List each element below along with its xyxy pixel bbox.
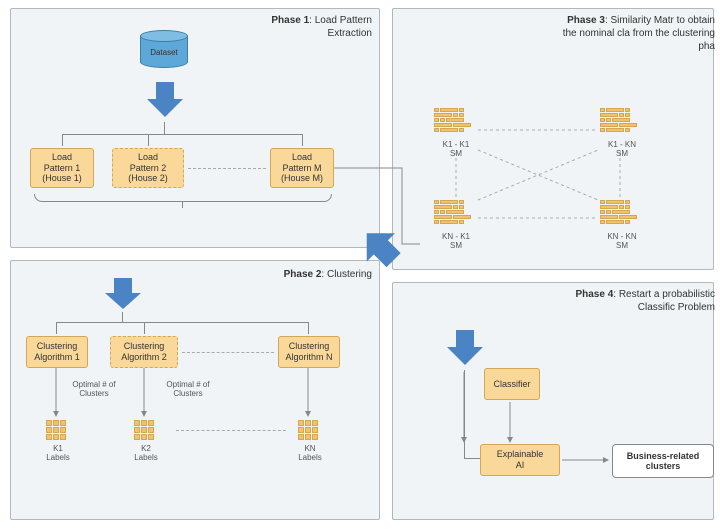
sm-N1 [434, 200, 471, 225]
load-pattern-M: Load Pattern M (House M) [270, 148, 334, 188]
business-clusters: Business-related clusters [612, 444, 714, 478]
phase-4-box [392, 282, 714, 520]
p1-d1 [62, 134, 63, 146]
p1-hbar [62, 134, 302, 135]
phase-4-label: Phase 4: Restart a probabilistic Classif… [570, 288, 715, 314]
p1-d2 [148, 134, 149, 146]
sm-NN-label: KN - KN SM [596, 232, 648, 250]
phase-3-label: Phase 3: Similarity Matr to obtain the n… [560, 14, 715, 53]
k1-grid [46, 420, 66, 440]
sm-1N [600, 108, 637, 133]
p4-to-xai [464, 458, 480, 459]
kN-grid [298, 420, 318, 440]
sm-N1-label: KN - K1 SM [430, 232, 482, 250]
lp-bracket-tail [182, 202, 183, 208]
sm-1N-label: K1 - KN SM [596, 140, 648, 158]
opt-label-1: Optimal # of Clusters [64, 380, 124, 398]
dataset-cylinder: Dataset [140, 30, 188, 72]
k1-label: K1 Labels [40, 444, 76, 462]
sm-11 [434, 108, 471, 133]
lp-ellipsis [188, 168, 266, 169]
p2-d2 [144, 322, 145, 334]
clustering-1: Clustering Algorithm 1 [26, 336, 88, 368]
p2-d1 [56, 322, 57, 334]
phase-1-label: Phase 1: Load Pattern Extraction [260, 14, 372, 40]
sm-NN [600, 200, 637, 225]
classifier-box: Classifier [484, 368, 540, 400]
phase-2-label: Phase 2: Clustering [248, 268, 372, 281]
p4-stem [464, 370, 465, 458]
load-pattern-1: Load Pattern 1 (House 1) [30, 148, 94, 188]
kN-label: KN Labels [292, 444, 328, 462]
opt-label-2: Optimal # of Clusters [158, 380, 218, 398]
diagram-canvas: Phase 1: Load Pattern Extraction Phase 2… [0, 0, 720, 530]
dataset-label: Dataset [140, 48, 188, 57]
p1-stem [164, 122, 165, 134]
phase-1-box [10, 8, 380, 248]
cl-ellipsis [182, 352, 274, 353]
lp-bracket [34, 194, 332, 202]
p2-d3 [308, 322, 309, 334]
k-ellipsis [176, 430, 286, 431]
load-pattern-2: Load Pattern 2 (House 2) [112, 148, 184, 188]
p1-d3 [302, 134, 303, 146]
sm-11-label: K1 - K1 SM [430, 140, 482, 158]
xai-box: Explainable AI [480, 444, 560, 476]
k2-label: K2 Labels [128, 444, 164, 462]
p2-hbar [56, 322, 308, 323]
clustering-2: Clustering Algorithm 2 [110, 336, 178, 368]
clustering-N: Clustering Algorithm N [278, 336, 340, 368]
k2-grid [134, 420, 154, 440]
p2-stem [122, 312, 123, 322]
